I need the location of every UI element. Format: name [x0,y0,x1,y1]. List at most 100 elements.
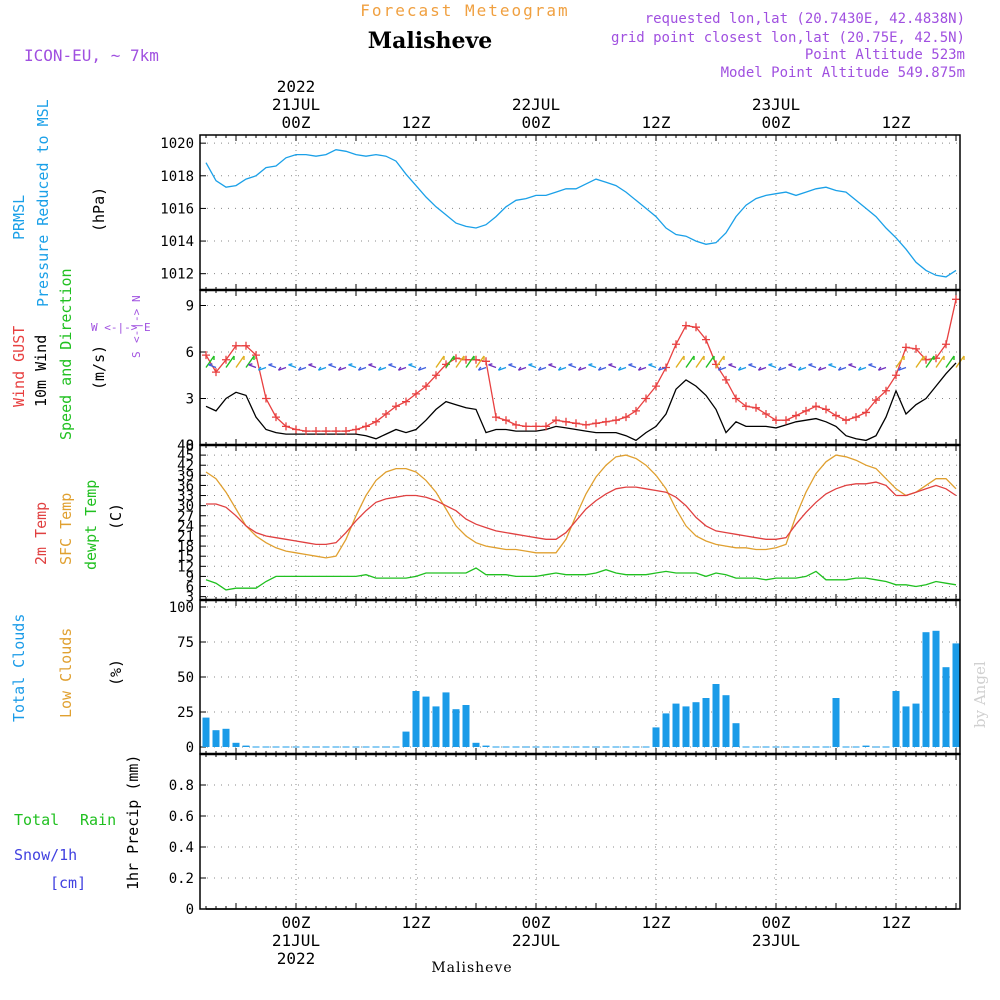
pressure-unit: (hPa) [90,187,108,232]
wind-arrow [638,366,647,371]
wind-arrow-head [328,363,333,366]
model-altitude: Model Point Altitude 549.875m [721,65,965,81]
cloud-bar [442,692,450,747]
wind-arrow-head [248,363,253,366]
gust-marker [892,371,900,380]
cloud-bar [682,706,690,747]
wind-arrow-head [548,363,553,366]
wind-arrow-head [748,363,753,366]
gust-marker [632,406,640,415]
gust-marker [702,335,710,344]
wind-arrow [838,366,847,371]
bottom-time-label: 2022 [277,949,316,968]
wind-arrow-head [897,366,902,371]
y-tick-label: 25 [177,705,194,721]
wind-arrow-head [417,366,422,371]
requested-coords: requested lon,lat (20.7430E, 42.4838N) [645,11,965,27]
wind-arrow-head [497,366,502,371]
wind-arrow [868,364,877,369]
wind-arrow [718,366,727,371]
wind-arrow-head [728,363,733,366]
cloud-bar [432,706,440,747]
y-tick-label: 100 [169,600,194,616]
gust-marker [492,413,500,422]
gust-marker [602,417,610,426]
wind-arrow-head [528,363,533,366]
gust-marker [422,382,430,391]
gust-marker [722,375,730,384]
gust-marker [362,422,370,431]
gust-marker [272,413,280,422]
gust-marker [522,422,530,431]
y-tick-label: 24 [177,519,194,535]
gust-marker [402,397,410,406]
temp-unit: (C) [107,503,125,530]
wind-arrow [895,355,905,368]
gust-marker [382,410,390,418]
y-tick-label: 18 [177,539,194,555]
wind-arrow-head [788,363,793,366]
wind-arrow-head [377,366,382,371]
wind-arrow [298,366,307,371]
y-tick-label: 0.8 [169,778,194,794]
model-name: ICON-EU, ~ 7km [24,46,159,65]
sfc-label: SFC Temp [57,493,75,565]
bottom-time-label: 23JUL [752,931,800,950]
precip-axis-label: 1hr Precip (mm) [124,755,142,890]
bottom-time-label: 22JUL [512,931,560,950]
precip-panel: 0 0.2 0.4 0.6 0.8 [169,754,960,918]
gust-marker [772,416,780,425]
wind-arrow [808,364,817,369]
snow-unit: [cm] [50,874,86,892]
wind-arrow [538,366,547,371]
gust-marker [622,413,630,422]
wind-arrow-head [577,366,582,371]
wind-arrow-head [608,363,613,366]
gust-marker [672,340,680,349]
bottom-time-label: 12Z [882,913,911,932]
wind-arrow [728,364,737,369]
wind-arrow [705,355,715,368]
wind-arrow-head [588,363,593,366]
wind-arrow-head [557,366,562,371]
sfc-temp-line [205,454,957,559]
wind-arrow [828,364,837,369]
cloud-bar [902,706,910,747]
wind-arrow [455,355,465,368]
cloud-bar [892,691,900,747]
cloud-bar [942,667,950,747]
wind-arrow [258,366,267,371]
dewpoint-label: dewpt Temp [82,480,100,570]
wind-arrow-head [848,363,853,366]
cloud-bar [832,698,840,747]
wind-arrow [465,355,475,368]
top-time-label: 12Z [642,113,671,132]
wind-arrow [618,366,627,371]
gust-marker [612,416,620,425]
cloud-bar [722,695,730,747]
wind-arrow-head [208,363,213,366]
wind-arrow [268,364,277,369]
wind-arrow [205,355,215,368]
cloud-bar [652,727,660,747]
y-tick-label: 21 [177,529,194,545]
pressure-panel: 1012 1014 1016 1018 1020 [160,135,960,290]
wind-unit: (m/s) [90,345,108,390]
y-tick-label: 1012 [160,267,194,283]
panel-frame [199,599,961,755]
y-tick-label: 0 [186,740,194,756]
wind-arrow-head [348,363,353,366]
gust-marker [412,389,420,398]
gust-marker [572,419,580,428]
gust-marker [552,416,560,425]
cloud-bar [422,696,430,747]
gust-marker [322,427,330,436]
cloud-bar [712,684,720,747]
gust-marker [802,406,810,415]
wind-arrow-head [537,366,542,371]
gust-marker [952,295,960,304]
gust-marker [842,416,850,425]
wind-arrow [245,355,255,368]
